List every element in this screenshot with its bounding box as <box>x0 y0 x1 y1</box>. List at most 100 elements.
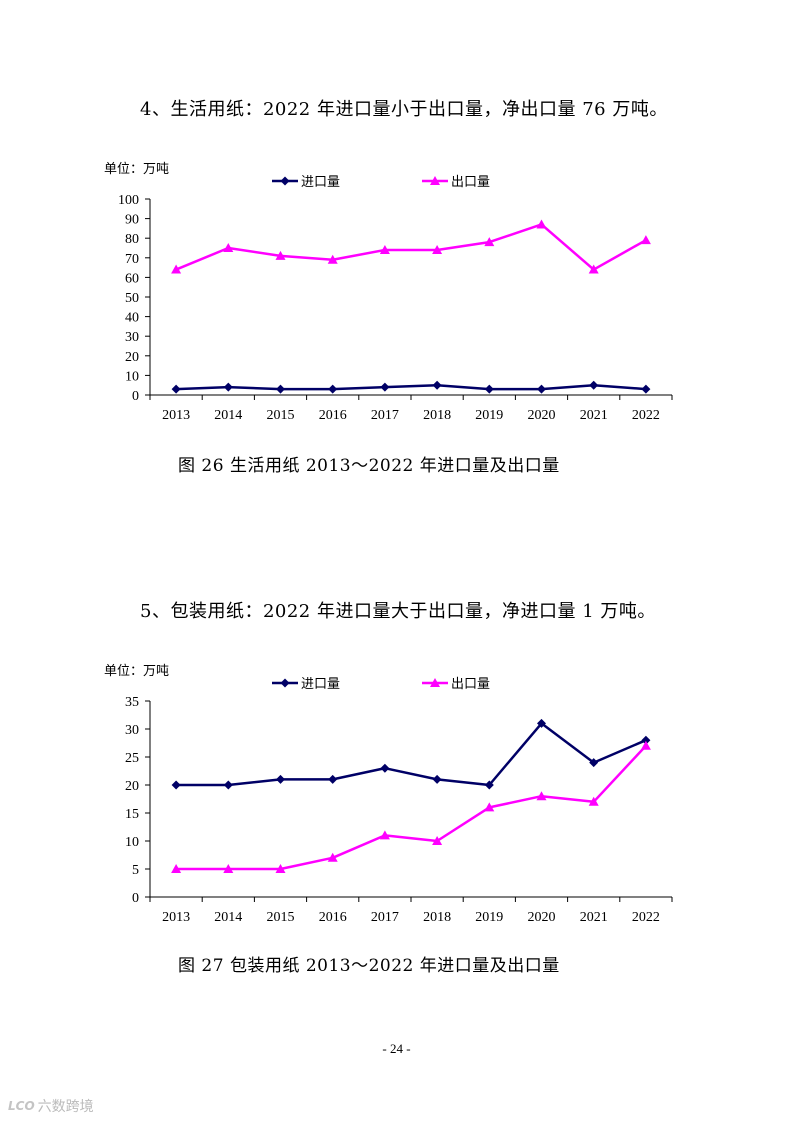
data-point-import <box>223 780 233 790</box>
legend-label: 进口量 <box>301 676 340 691</box>
legend-label: 出口量 <box>451 676 490 691</box>
y-tick-label: 35 <box>125 695 139 710</box>
y-tick-label: 70 <box>125 252 139 267</box>
unit-label: 单位：万吨 <box>104 663 169 678</box>
data-point-export <box>536 791 547 801</box>
chart-packaging-paper: 单位：万吨 0 5 10 15 20 25 30 35 2013 2014 2015 2016 2017 2… <box>104 663 673 925</box>
data-point-export <box>379 244 390 254</box>
data-point-export <box>275 864 286 873</box>
watermark: LCO 六数跨境 <box>8 1096 94 1116</box>
y-tick-label: 60 <box>125 271 139 286</box>
legend-label: 出口量 <box>451 174 490 189</box>
y-tick-label: 30 <box>125 723 139 738</box>
y-tick-label: 10 <box>125 369 139 384</box>
y-tick-label: 40 <box>125 311 139 326</box>
legend-marker <box>430 176 440 185</box>
y-tick-label: 90 <box>125 213 139 228</box>
x-tick-label: 2021 <box>580 408 608 423</box>
legend-marker <box>280 678 290 688</box>
watermark-logo: LCO <box>8 1099 35 1113</box>
data-point-import <box>223 382 233 392</box>
data-point-export <box>275 250 286 260</box>
data-point-export <box>171 264 182 274</box>
x-tick-label: 2013 <box>162 910 190 925</box>
y-tick-label: 25 <box>125 751 139 766</box>
data-point-import <box>171 780 181 790</box>
y-tick-label: 100 <box>118 193 139 208</box>
data-point-export <box>223 243 234 252</box>
x-tick-label: 2014 <box>214 910 242 925</box>
y-tick-label: 0 <box>132 389 139 404</box>
data-point-export <box>640 740 651 750</box>
data-point-import <box>380 763 390 773</box>
x-tick-label: 2020 <box>528 408 556 423</box>
y-tick-label: 30 <box>125 330 139 345</box>
data-point-export <box>327 852 338 862</box>
x-tick-label: 2014 <box>214 408 242 423</box>
x-tick-label: 2015 <box>267 910 295 925</box>
y-tick-label: 20 <box>125 350 139 365</box>
data-point-export <box>223 864 234 873</box>
data-point-import <box>328 384 338 394</box>
data-point-export <box>536 219 547 229</box>
data-point-import <box>589 758 599 768</box>
page-number: - 24 - <box>382 1041 411 1056</box>
data-point-import <box>537 718 546 728</box>
data-point-export <box>432 244 443 254</box>
x-tick-label: 2022 <box>632 910 660 925</box>
data-point-import <box>276 774 285 784</box>
section-heading-2: 5、包装用纸：2022 年进口量大于出口量，净进口量 1 万吨。 <box>140 601 656 622</box>
x-tick-label: 2018 <box>423 910 451 925</box>
x-tick-label: 2022 <box>632 408 660 423</box>
data-point-export <box>171 864 182 873</box>
data-point-export <box>432 836 443 845</box>
x-tick-label: 2016 <box>319 408 347 423</box>
data-point-import <box>641 735 651 745</box>
y-tick-label: 10 <box>125 835 139 850</box>
y-tick-label: 5 <box>132 863 139 878</box>
data-point-import <box>537 384 546 394</box>
series-line-1 <box>176 722 647 787</box>
data-point-import <box>328 774 338 784</box>
data-point-export <box>379 830 390 840</box>
unit-label: 单位：万吨 <box>104 161 169 176</box>
data-point-import <box>432 774 442 784</box>
data-point-import <box>276 384 285 394</box>
data-point-import <box>432 380 442 390</box>
data-point-export <box>484 802 495 812</box>
legend-label: 进口量 <box>301 174 340 189</box>
x-tick-label: 2017 <box>371 408 399 423</box>
watermark-text: 六数跨境 <box>37 1099 94 1115</box>
x-tick-label: 2018 <box>423 408 451 423</box>
chart-tissue-paper: 单位：万吨 0 10 20 30 40 50 60 70 80 90 100 2013 2014 2015 2… <box>104 161 673 423</box>
y-tick-label: 15 <box>125 807 139 822</box>
figure-caption-26: 图 26 生活用纸 2013～2022 年进口量及出口量 <box>178 456 560 476</box>
y-tick-label: 0 <box>132 891 139 906</box>
data-point-import <box>171 384 181 394</box>
data-point-export <box>484 237 495 247</box>
series-line-1 <box>176 383 646 391</box>
series-line-2 <box>175 223 647 271</box>
x-tick-label: 2019 <box>475 910 503 925</box>
figure-caption-27: 图 27 包装用纸 2013～2022 年进口量及出口量 <box>178 956 560 976</box>
legend-marker <box>280 176 290 186</box>
x-tick-label: 2017 <box>371 910 399 925</box>
x-tick-label: 2015 <box>267 408 295 423</box>
x-tick-label: 2019 <box>475 408 503 423</box>
data-point-export <box>588 264 599 274</box>
data-point-export <box>327 254 338 264</box>
section-heading-1: 4、生活用纸：2022 年进口量小于出口量，净出口量 76 万吨。 <box>140 99 668 120</box>
data-point-import <box>380 382 390 392</box>
y-tick-label: 20 <box>125 779 139 794</box>
data-point-export <box>640 235 651 245</box>
x-tick-label: 2021 <box>580 910 608 925</box>
y-tick-label: 80 <box>125 232 139 247</box>
data-point-import <box>641 384 651 394</box>
x-tick-label: 2020 <box>528 910 556 925</box>
data-point-import <box>484 384 494 394</box>
y-tick-label: 50 <box>125 291 139 306</box>
legend-marker <box>430 678 440 687</box>
data-point-export <box>588 796 599 806</box>
x-tick-label: 2016 <box>319 910 347 925</box>
data-point-import <box>589 380 599 390</box>
